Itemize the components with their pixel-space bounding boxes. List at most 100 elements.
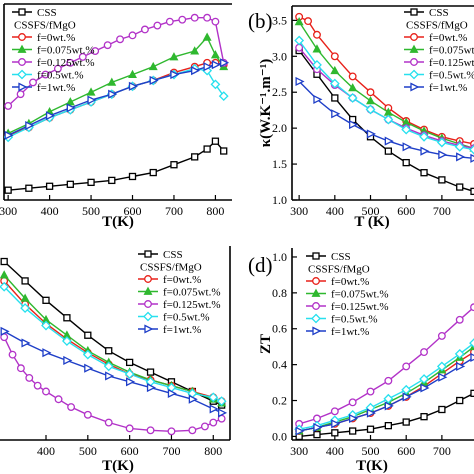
data-point bbox=[313, 422, 323, 432]
data-point bbox=[469, 341, 474, 351]
series-5 bbox=[295, 76, 474, 163]
plot-area bbox=[0, 257, 228, 436]
data-point bbox=[402, 158, 410, 167]
data-point bbox=[209, 404, 219, 414]
panel-a: 300 400 500 600 700 800 T(K) CSSCSSFS/fMgOf=0wt… bbox=[0, 3, 232, 230]
data-point bbox=[170, 161, 178, 169]
x-tick-label: 400 bbox=[326, 444, 344, 458]
data-point bbox=[124, 369, 135, 379]
data-point bbox=[20, 303, 31, 313]
series-4 bbox=[294, 338, 474, 435]
data-point bbox=[366, 129, 376, 139]
x-tick-label: 600 bbox=[397, 444, 415, 458]
data-point bbox=[454, 348, 465, 359]
data-point bbox=[383, 393, 394, 404]
data-point bbox=[82, 349, 93, 360]
data-point bbox=[331, 109, 341, 119]
x-axis-label: T(K) bbox=[102, 214, 134, 230]
y-tick-label: 1.5 bbox=[272, 157, 287, 171]
legend-label: f=1wt.% bbox=[163, 324, 201, 336]
data-point bbox=[140, 25, 149, 34]
series-5 bbox=[0, 326, 228, 418]
data-point bbox=[116, 35, 125, 44]
data-point bbox=[190, 13, 199, 22]
data-point bbox=[384, 147, 393, 155]
x-tick-label: 400 bbox=[37, 444, 55, 458]
data-point bbox=[216, 396, 227, 407]
data-point bbox=[203, 145, 211, 153]
data-point bbox=[41, 70, 50, 79]
data-point bbox=[436, 137, 447, 148]
y-tick-label: 1.0 bbox=[272, 250, 287, 264]
panel-letter: (b) bbox=[248, 9, 273, 33]
series-2 bbox=[294, 341, 474, 435]
y-axis-label: ZT bbox=[258, 334, 274, 354]
data-point bbox=[402, 142, 412, 152]
data-point bbox=[153, 21, 162, 30]
data-point bbox=[470, 153, 474, 163]
x-axis-label: T(K) bbox=[102, 458, 134, 474]
series-3 bbox=[4, 13, 228, 110]
legend-swatch-marker bbox=[144, 324, 154, 334]
data-point bbox=[42, 387, 50, 396]
legend-swatch-marker bbox=[311, 313, 321, 324]
legend-label: f=0.5wt.% bbox=[429, 70, 474, 82]
plot-area bbox=[294, 12, 474, 196]
data-point bbox=[220, 147, 228, 155]
legend-swatch-marker bbox=[18, 82, 28, 92]
data-point bbox=[218, 91, 229, 102]
data-point bbox=[419, 131, 429, 142]
data-point bbox=[456, 361, 466, 371]
legend-header: CSSFS/fMgO bbox=[14, 20, 76, 32]
data-point bbox=[208, 392, 219, 403]
data-point bbox=[21, 277, 29, 285]
legend-label: CSS bbox=[429, 7, 449, 19]
y-tick-label: 3.0 bbox=[272, 49, 287, 63]
data-point bbox=[53, 64, 62, 73]
panel-b: 300 400 500 600 700 1.0 1.5 2.0 2.5 3.0 3.5 T (K) κ(… bbox=[248, 5, 474, 230]
legend-label: f=0.5wt.% bbox=[37, 70, 84, 82]
data-point bbox=[419, 374, 429, 384]
data-point bbox=[366, 96, 375, 105]
data-point bbox=[84, 363, 94, 373]
x-tick-label: 700 bbox=[162, 444, 180, 458]
data-point bbox=[128, 69, 137, 78]
x-tick-label: 300 bbox=[290, 444, 308, 458]
data-point bbox=[349, 427, 357, 435]
data-point bbox=[200, 422, 209, 431]
data-point bbox=[170, 70, 180, 80]
data-point bbox=[0, 270, 9, 279]
data-point bbox=[105, 371, 115, 381]
data-point bbox=[146, 426, 155, 435]
data-point bbox=[203, 13, 212, 22]
x-tick-label: 600 bbox=[397, 204, 415, 218]
x-tick-label: 800 bbox=[204, 444, 222, 458]
data-point bbox=[366, 387, 375, 396]
legend-label: CSS bbox=[163, 249, 183, 261]
legend-swatch-marker bbox=[17, 69, 27, 80]
data-point bbox=[146, 368, 155, 376]
data-point bbox=[402, 362, 411, 371]
legend-label: CSS bbox=[331, 251, 351, 263]
data-point bbox=[16, 90, 25, 99]
data-point bbox=[169, 52, 179, 61]
axis-frame bbox=[0, 246, 231, 441]
series-line bbox=[298, 346, 474, 432]
data-point bbox=[67, 403, 76, 411]
data-point bbox=[4, 130, 14, 140]
x-tick-label: 500 bbox=[82, 204, 100, 218]
data-point bbox=[470, 389, 474, 397]
y-tick-label: 2.5 bbox=[272, 85, 287, 99]
legend-label: f=0.125wt.% bbox=[163, 299, 221, 311]
y-tick-label: 0.2 bbox=[272, 394, 287, 408]
data-point bbox=[470, 352, 474, 363]
legend-swatch-marker bbox=[18, 58, 26, 66]
legend-swatch-marker bbox=[144, 250, 152, 258]
x-tick-label: 700 bbox=[165, 204, 183, 218]
x-tick-label: 500 bbox=[79, 444, 97, 458]
data-point bbox=[348, 398, 357, 407]
legend-swatch-marker bbox=[18, 8, 26, 16]
data-point bbox=[295, 426, 305, 436]
data-point bbox=[149, 75, 159, 85]
data-point bbox=[220, 58, 230, 68]
